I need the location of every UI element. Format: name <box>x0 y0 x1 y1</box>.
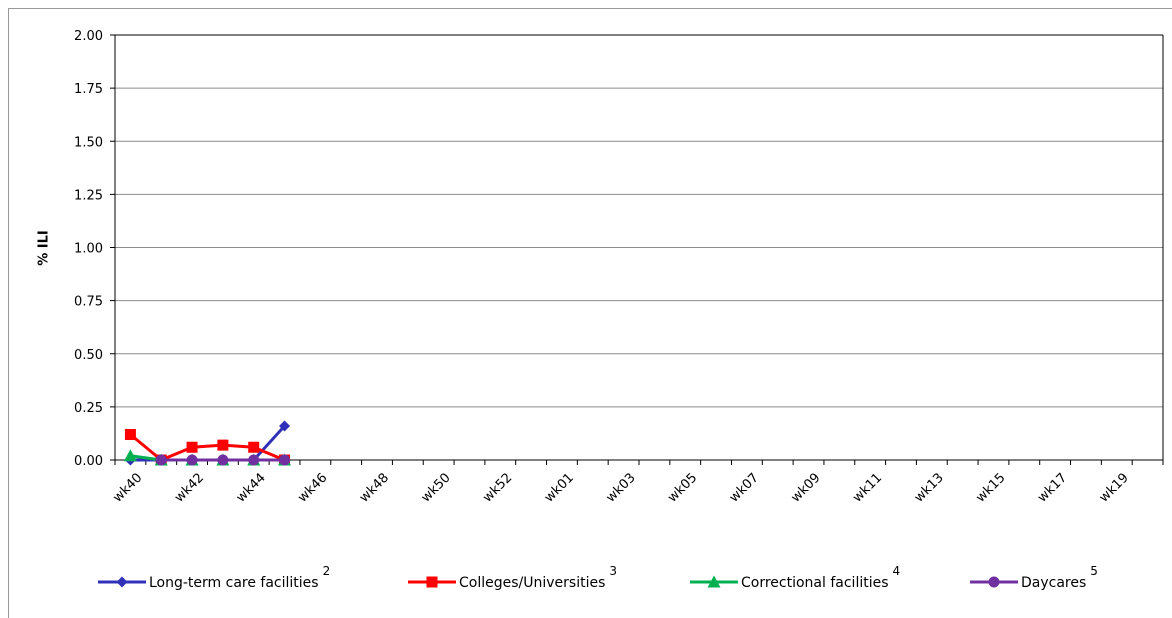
legend-superscript: 5 <box>1090 564 1098 578</box>
legend-label: Colleges/Universities <box>459 575 605 591</box>
marker-diamond <box>279 420 291 432</box>
y-tick-label: 0.00 <box>74 454 103 469</box>
marker-square <box>426 576 438 588</box>
legend-label: Correctional facilities <box>741 575 889 591</box>
marker-circle <box>155 454 167 466</box>
y-tick-label: 1.00 <box>74 242 103 257</box>
legend-superscript: 4 <box>893 564 901 578</box>
y-tick-label: 0.25 <box>74 401 103 416</box>
legend-label: Long-term care facilities <box>149 575 319 591</box>
legend-superscript: 3 <box>609 564 617 578</box>
y-tick-label: 1.50 <box>74 135 103 150</box>
legend-superscript: 2 <box>323 564 331 578</box>
marker-square <box>124 429 136 440</box>
marker-circle <box>186 454 198 466</box>
marker-diamond <box>116 576 128 588</box>
y-tick-label: 0.50 <box>74 348 103 363</box>
y-tick-label: 1.25 <box>74 188 103 203</box>
marker-square <box>248 441 260 453</box>
chart-frame <box>8 8 1172 618</box>
legend-label: Daycares <box>1021 575 1086 591</box>
y-axis-label: % ILI <box>37 230 52 266</box>
marker-square <box>186 441 198 453</box>
marker-circle <box>248 454 260 466</box>
y-tick-label: 1.75 <box>74 82 103 97</box>
marker-triangle <box>707 575 721 588</box>
y-tick-label: 2.00 <box>74 29 103 44</box>
marker-square <box>217 439 229 451</box>
marker-circle <box>279 454 291 466</box>
marker-circle <box>217 454 229 466</box>
marker-circle <box>988 576 1000 588</box>
marker-triangle <box>123 449 137 462</box>
y-tick-label: 0.75 <box>74 295 103 310</box>
